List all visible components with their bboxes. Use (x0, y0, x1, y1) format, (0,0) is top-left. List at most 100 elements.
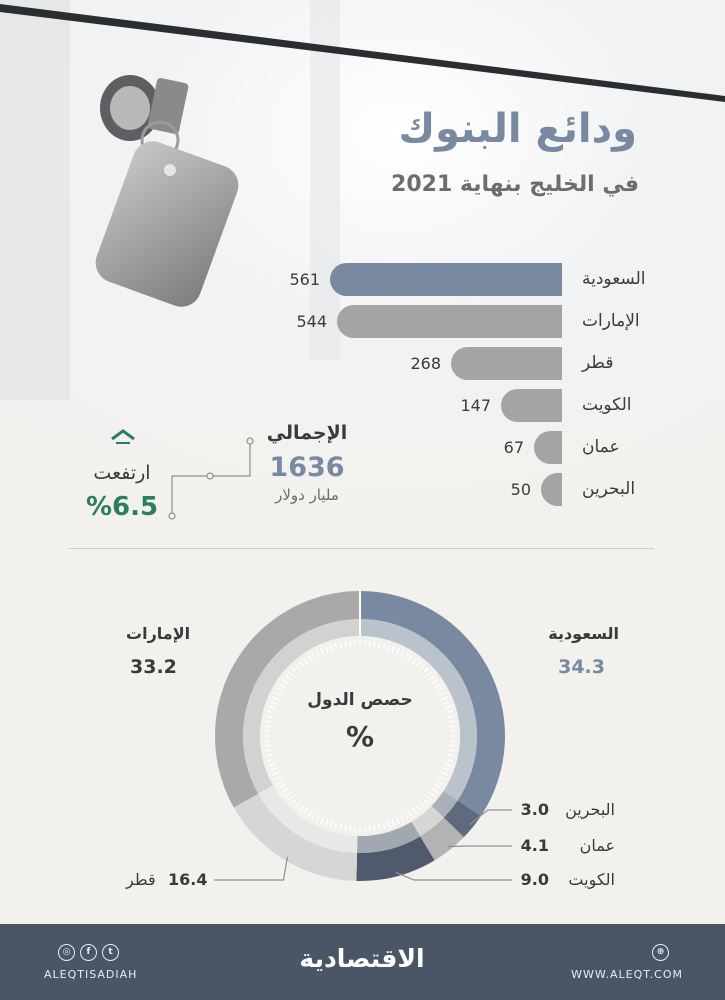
donut-tick (349, 825, 352, 832)
leader-line-1 (469, 809, 512, 825)
donut-tick (307, 811, 312, 817)
bar-5 (541, 473, 562, 506)
donut-tick (443, 767, 450, 772)
donut-tick (265, 720, 272, 723)
donut-tick (299, 805, 304, 812)
bar-value-label: 561 (289, 270, 320, 289)
slice-name-saudi: السعودية (548, 624, 619, 643)
page-subtitle: في الخليج بنهاية 2021 (391, 172, 639, 197)
donut-tick (265, 715, 273, 718)
up-chevron-icon (111, 429, 135, 444)
slice-name-qatar: قطر (126, 870, 156, 889)
donut-tick (395, 648, 400, 655)
donut-tick (267, 710, 274, 714)
donut-tick (423, 667, 429, 673)
donut-tick (334, 822, 338, 829)
donut-slice-2 (420, 817, 464, 861)
website-link[interactable]: WWW.ALEQT.COM (571, 968, 683, 981)
slice-name-oman: عمان (579, 836, 615, 855)
donut-tick (439, 776, 446, 781)
donut-tick (437, 780, 444, 785)
donut-tick (274, 691, 281, 696)
donut-tick (412, 657, 417, 664)
donut-tick (274, 776, 281, 781)
bar-category-label: قطر (582, 353, 614, 373)
slice-value-kuwait: 9.0 (520, 870, 549, 889)
donut-tick (404, 813, 409, 820)
donut-tick (368, 825, 371, 832)
bar-category-label: الكويت (582, 395, 632, 415)
bar-value-label: 268 (410, 354, 441, 373)
donut-tick (267, 758, 274, 762)
donut-tick (387, 644, 391, 651)
instagram-icon[interactable]: ◎ (58, 944, 75, 961)
donut-tick (272, 696, 279, 701)
donut-tick (378, 641, 381, 649)
donut-tick (291, 799, 297, 805)
twitter-icon[interactable]: t (102, 944, 119, 961)
donut-tick (449, 744, 456, 747)
donut-tick (311, 813, 316, 820)
donut-tick (264, 744, 271, 747)
slice-name-kuwait: الكويت (568, 870, 615, 889)
donut-tick (303, 808, 308, 815)
donut-tick (339, 823, 342, 831)
slice-value-qatar: 16.4 (168, 870, 208, 889)
donut-tick (446, 710, 453, 714)
donut-tick (447, 715, 455, 718)
donut-tick (445, 705, 452, 709)
donut-tick (373, 824, 376, 831)
donut-tick (272, 771, 279, 776)
donut-tick (315, 650, 320, 657)
donut-tick (334, 643, 338, 650)
donut-center (260, 636, 460, 836)
donut-tick (412, 808, 417, 815)
bar-category-label: الإمارات (582, 311, 640, 331)
web-icon[interactable]: ⊕ (652, 944, 669, 961)
donut-tick (276, 780, 283, 785)
total-label: الإجمالي (266, 422, 348, 444)
facebook-icon[interactable]: f (80, 944, 97, 961)
slice-value-uae: 33.2 (130, 656, 177, 678)
donut-tick (329, 821, 333, 828)
donut-tick (416, 660, 421, 667)
donut-tick (265, 754, 273, 757)
leader-line-3 (395, 871, 512, 881)
donut-tick (408, 811, 413, 817)
slice-value-saudi: 34.3 (558, 656, 605, 678)
donut-tick (445, 763, 452, 767)
donut-tick (419, 664, 425, 670)
page-title: ودائع البنوك (398, 106, 638, 152)
donut-slice-1 (443, 800, 481, 838)
donut-tick (426, 795, 432, 801)
donut-slice-5 (214, 591, 360, 808)
donut-tick (329, 644, 333, 651)
bar-category-label: عمان (582, 437, 620, 457)
donut-tick (419, 802, 425, 808)
donut-tick (378, 823, 381, 831)
donut-slice-inner-4 (258, 785, 358, 853)
slice-value-bahrain: 3.0 (520, 800, 549, 819)
slice-name-bahrain: البحرين (565, 800, 615, 819)
donut-tick (288, 795, 294, 801)
donut-tick (391, 646, 396, 653)
donut-tick (448, 749, 455, 752)
donut-tick (416, 805, 421, 812)
donut-tick (295, 664, 301, 670)
change-label: ارتفعت (93, 462, 151, 484)
donut-tick (324, 819, 329, 826)
donut-tick (270, 700, 277, 705)
donut-tick (349, 640, 352, 647)
donut-tick (307, 655, 312, 661)
connector-lines (168, 437, 254, 520)
donut-tick (268, 705, 275, 709)
slice-value-oman: 4.1 (520, 836, 549, 855)
bar-value-label: 50 (510, 480, 531, 499)
donut-tick (284, 675, 291, 680)
donut-tick (400, 815, 405, 822)
bar-value-label: 147 (460, 396, 491, 415)
donut-tick (315, 815, 320, 822)
donut-slice-0 (360, 591, 505, 816)
donut-tick (373, 641, 376, 648)
social-handle[interactable]: ALEQTISADIAH (44, 968, 138, 981)
